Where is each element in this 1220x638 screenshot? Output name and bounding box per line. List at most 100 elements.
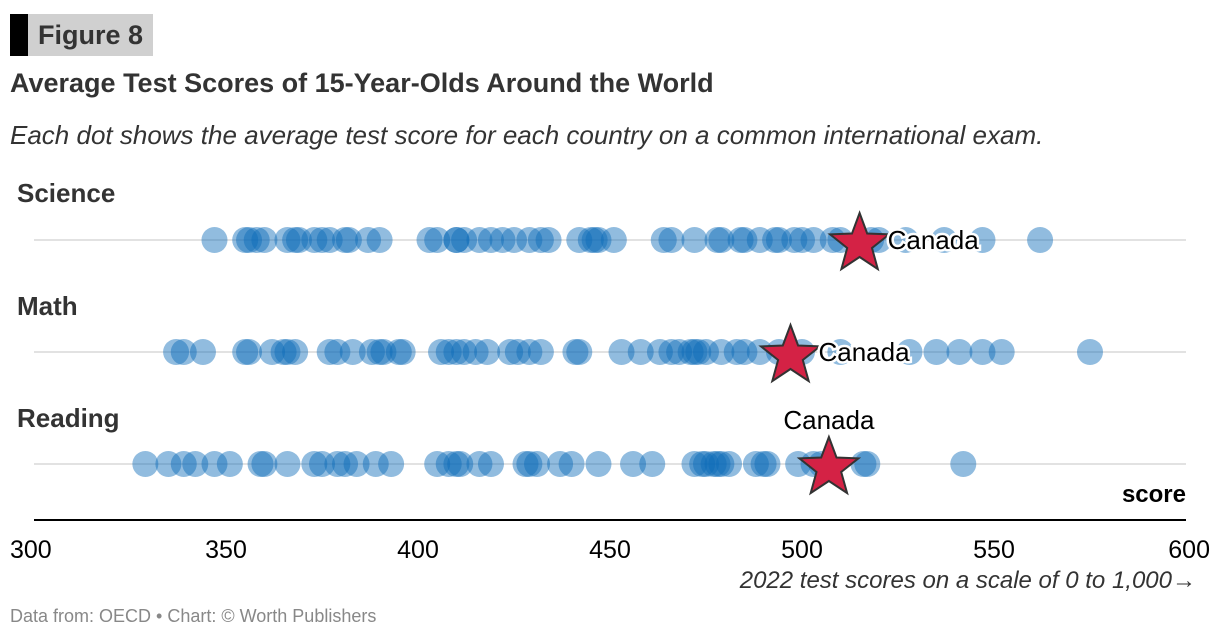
country-dot bbox=[416, 227, 443, 253]
country-dot bbox=[681, 227, 708, 253]
country-dot bbox=[251, 451, 278, 477]
country-dot bbox=[489, 227, 516, 253]
country-dot bbox=[477, 451, 504, 477]
country-dot bbox=[681, 451, 708, 477]
country-dot bbox=[754, 451, 781, 477]
country-dot bbox=[324, 451, 351, 477]
x-axis-caption: 2022 test scores on a scale of 0 to 1,00… bbox=[739, 567, 1196, 594]
country-dot bbox=[236, 339, 263, 365]
country-dot bbox=[700, 451, 727, 477]
country-dot bbox=[251, 227, 278, 253]
x-tick-label: 350 bbox=[205, 536, 247, 564]
country-dot bbox=[378, 451, 405, 477]
country-dot bbox=[704, 227, 731, 253]
country-dot bbox=[435, 339, 462, 365]
country-dot bbox=[309, 451, 335, 477]
figure-label-text: Figure 8 bbox=[38, 19, 144, 50]
country-dot bbox=[950, 451, 977, 477]
country-dot bbox=[443, 227, 470, 253]
country-dot bbox=[232, 227, 259, 253]
country-dot bbox=[581, 227, 608, 253]
country-dot bbox=[566, 339, 593, 365]
country-dot bbox=[443, 227, 470, 253]
country-dot bbox=[370, 339, 397, 365]
country-dot bbox=[358, 339, 385, 365]
country-dot bbox=[765, 227, 792, 253]
country-dot bbox=[259, 339, 286, 365]
x-tick-label: 550 bbox=[973, 536, 1015, 564]
country-dot bbox=[693, 451, 719, 477]
chart-title: Average Test Scores of 15-Year-Olds Arou… bbox=[10, 68, 714, 98]
country-dot bbox=[685, 339, 712, 365]
country-dot bbox=[182, 451, 209, 477]
country-dot bbox=[274, 339, 301, 365]
country-dot bbox=[170, 451, 197, 477]
country-dot bbox=[727, 227, 754, 253]
country-dot bbox=[693, 339, 719, 365]
country-dot bbox=[854, 451, 881, 477]
country-dot bbox=[762, 227, 789, 253]
country-dot bbox=[443, 339, 470, 365]
country-dot bbox=[466, 227, 493, 253]
country-dot bbox=[600, 227, 627, 253]
country-dot bbox=[827, 339, 854, 365]
country-dot bbox=[658, 227, 685, 253]
country-dot bbox=[516, 451, 543, 477]
country-dot bbox=[332, 227, 359, 253]
country-dot bbox=[516, 339, 543, 365]
country-dot bbox=[723, 339, 750, 365]
country-dot bbox=[451, 339, 478, 365]
country-dot bbox=[324, 339, 351, 365]
country-dot bbox=[462, 339, 489, 365]
country-dot bbox=[243, 227, 270, 253]
country-dot bbox=[285, 227, 312, 253]
country-dot bbox=[163, 339, 190, 365]
country-dot bbox=[892, 227, 919, 253]
country-dot bbox=[316, 339, 343, 365]
country-dot bbox=[1027, 227, 1054, 253]
country-dot bbox=[447, 451, 474, 477]
country-dot bbox=[389, 339, 416, 365]
x-tick-label: 500 bbox=[781, 536, 823, 564]
x-tick-label: 400 bbox=[397, 536, 439, 564]
country-dot bbox=[681, 339, 708, 365]
country-dot bbox=[969, 227, 996, 253]
country-dot bbox=[789, 227, 815, 253]
country-dot bbox=[704, 451, 731, 477]
country-dot bbox=[524, 451, 551, 477]
country-dot bbox=[270, 339, 297, 365]
country-dot bbox=[535, 227, 562, 253]
country-dot bbox=[658, 339, 685, 365]
country-dot bbox=[247, 451, 274, 477]
country-dot bbox=[800, 227, 827, 253]
country-dot bbox=[335, 227, 362, 253]
country-dot bbox=[708, 451, 735, 477]
country-dot bbox=[424, 227, 451, 253]
country-dot bbox=[343, 451, 370, 477]
country-dot bbox=[708, 339, 735, 365]
x-tick-label: 450 bbox=[589, 536, 631, 564]
country-dot bbox=[232, 339, 259, 365]
country-dot bbox=[512, 451, 539, 477]
country-dot bbox=[620, 451, 647, 477]
country-dot bbox=[562, 339, 589, 365]
country-dot bbox=[781, 227, 808, 253]
country-dot bbox=[627, 339, 654, 365]
country-dot bbox=[282, 339, 309, 365]
country-dot bbox=[366, 227, 393, 253]
country-dot bbox=[731, 227, 758, 253]
country-dot bbox=[742, 451, 769, 477]
country-dot bbox=[585, 451, 612, 477]
country-dot bbox=[385, 339, 412, 365]
country-dot bbox=[527, 227, 554, 253]
row-label-math: Math bbox=[17, 291, 78, 321]
country-dot bbox=[236, 227, 263, 253]
country-dot bbox=[516, 227, 543, 253]
country-dot bbox=[282, 227, 309, 253]
country-dot bbox=[316, 227, 343, 253]
country-dot bbox=[577, 227, 604, 253]
country-dot bbox=[689, 451, 716, 477]
canada-label: Canada bbox=[888, 225, 980, 255]
country-dot bbox=[201, 227, 228, 253]
country-dot bbox=[301, 227, 328, 253]
